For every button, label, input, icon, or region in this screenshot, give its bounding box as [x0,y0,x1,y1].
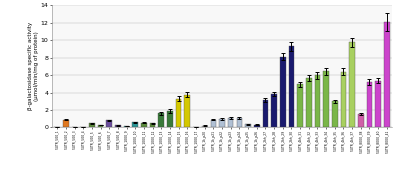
Bar [280,57,286,127]
Bar [219,119,225,127]
Bar [349,42,355,127]
Y-axis label: β-galactosidase specific activity
(µmol/min/mg of protein): β-galactosidase specific activity (µmol/… [28,22,38,110]
Bar [384,22,390,127]
Bar [297,84,303,127]
Bar [314,75,320,127]
Bar [341,72,346,127]
Bar [332,101,338,127]
Bar [115,125,121,127]
Bar [141,123,147,127]
Bar [358,114,364,127]
Bar [288,46,294,127]
Bar [271,94,277,127]
Bar [245,124,251,127]
Bar [375,81,381,127]
Bar [63,120,69,127]
Bar [158,113,164,127]
Bar [306,78,312,127]
Bar [367,82,372,127]
Bar [167,111,173,127]
Bar [132,122,138,127]
Bar [98,125,103,127]
Bar [89,123,95,127]
Bar [210,120,216,127]
Bar [202,126,208,127]
Bar [236,118,242,127]
Bar [106,120,112,127]
Bar [176,99,182,127]
Bar [254,125,260,127]
Bar [262,100,268,127]
Bar [228,118,234,127]
Bar [150,123,156,127]
Bar [124,126,130,127]
Bar [184,95,190,127]
Bar [323,71,329,127]
